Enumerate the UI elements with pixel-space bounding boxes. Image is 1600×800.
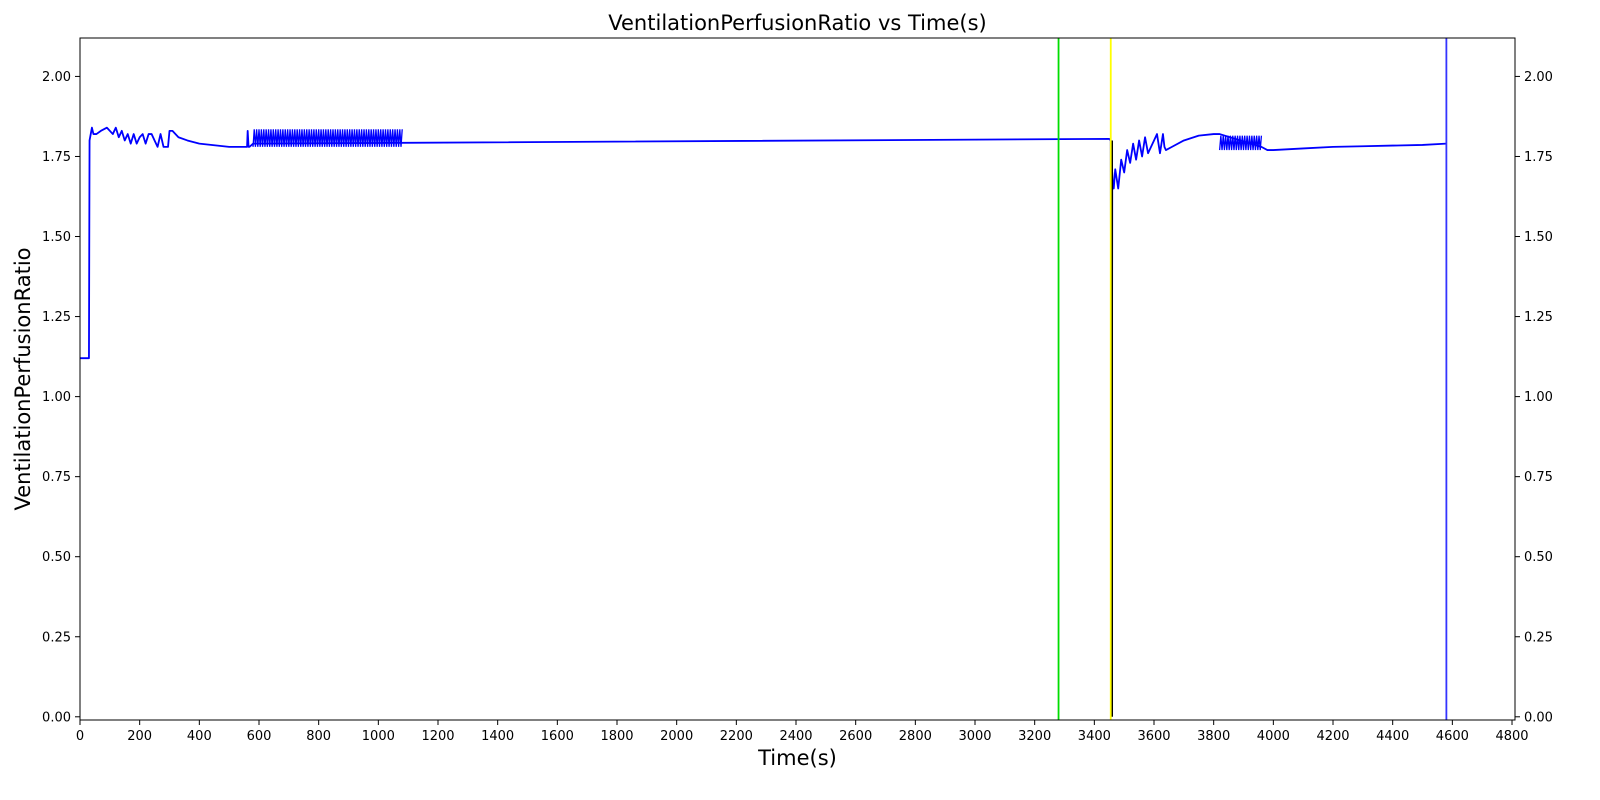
x-tick-label: 4800: [1495, 729, 1528, 744]
y-tick-label-left: 1.75: [42, 150, 71, 165]
x-tick-label: 3200: [1018, 729, 1051, 744]
y-tick-label-right: 0.25: [1524, 630, 1553, 645]
x-tick-label: 3600: [1137, 729, 1170, 744]
y-tick-label-right: 1.25: [1524, 310, 1553, 325]
x-tick-label: 4400: [1376, 729, 1409, 744]
x-tick-label: 3800: [1197, 729, 1230, 744]
x-tick-label: 2000: [660, 729, 693, 744]
x-tick-label: 2800: [899, 729, 932, 744]
x-tick-label: 200: [127, 729, 152, 744]
y-tick-label-right: 1.50: [1524, 230, 1553, 245]
y-tick-label-left: 0.50: [42, 550, 71, 565]
y-tick-label-right: 0.00: [1524, 710, 1553, 725]
series-layer: [80, 126, 1447, 717]
x-tick-label: 4200: [1316, 729, 1349, 744]
y-tick-label-right: 1.00: [1524, 390, 1553, 405]
y-axis-left: 0.00 0.25 0.50 0.75 1.00 1.25 1.50 1.75 2.00: [42, 70, 80, 725]
y-tick-label-left: 0.00: [42, 710, 71, 725]
y-tick-label-right: 0.75: [1524, 470, 1553, 485]
x-tick-label: 4000: [1257, 729, 1290, 744]
y-tick-label-right: 0.50: [1524, 550, 1553, 565]
x-tick-label: 800: [306, 729, 331, 744]
chart-title: VentilationPerfusionRatio vs Time(s): [608, 11, 986, 35]
y-tick-label-right: 2.00: [1524, 70, 1553, 85]
x-tick-label: 1000: [362, 729, 395, 744]
vline-layer: [1057, 38, 1448, 720]
x-tick-label: 3400: [1078, 729, 1111, 744]
y-tick-label-left: 1.00: [42, 390, 71, 405]
x-tick-label: 2200: [720, 729, 753, 744]
x-tick-label: 1400: [481, 729, 514, 744]
x-tick-label: 0: [76, 729, 84, 744]
y-tick-label-left: 1.50: [42, 230, 71, 245]
plot-frame: [79, 37, 1516, 721]
x-axis-title: Time(s): [757, 746, 837, 770]
x-tick-label: 1200: [421, 729, 454, 744]
x-tick-label: 3000: [958, 729, 991, 744]
x-tick-label: 4600: [1436, 729, 1469, 744]
y-tick-label-left: 1.25: [42, 310, 71, 325]
y-tick-label-left: 0.25: [42, 630, 71, 645]
x-tick-label: 1800: [600, 729, 633, 744]
oscillation-band-0: [252, 129, 403, 147]
x-tick-label: 400: [187, 729, 212, 744]
x-tick-label: 600: [247, 729, 272, 744]
y-tick-label-left: 2.00: [42, 70, 71, 85]
x-tick-label: 2600: [839, 729, 872, 744]
y-tick-label-right: 1.75: [1524, 150, 1553, 165]
y-axis-right: 0.00 0.25 0.50 0.75 1.00 1.25 1.50 1.75 2.00: [1515, 70, 1553, 725]
x-tick-label: 1600: [541, 729, 574, 744]
y-tick-label-left: 0.75: [42, 470, 71, 485]
y-axis-title: VentilationPerfusionRatio: [11, 248, 35, 511]
oscillation-band-1: [1219, 135, 1263, 151]
series-line-0: [80, 126, 1447, 715]
x-axis: 0 200 400 600 800 1000 1200 1400 1600 1800 2000 220…: [76, 720, 1529, 744]
x-tick-label: 2400: [779, 729, 812, 744]
